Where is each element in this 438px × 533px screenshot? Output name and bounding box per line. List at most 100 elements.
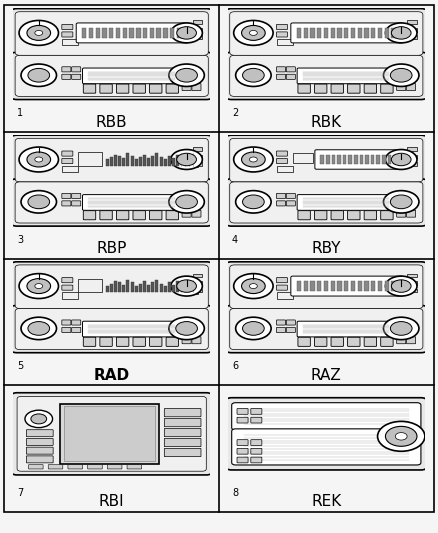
FancyBboxPatch shape xyxy=(348,84,360,93)
FancyBboxPatch shape xyxy=(117,84,129,93)
Bar xyxy=(135,159,138,166)
Text: 7: 7 xyxy=(17,488,24,498)
Circle shape xyxy=(234,147,273,172)
Bar xyxy=(123,28,127,38)
Bar xyxy=(109,28,113,38)
FancyBboxPatch shape xyxy=(72,193,81,198)
FancyBboxPatch shape xyxy=(298,211,311,220)
Circle shape xyxy=(395,433,407,440)
FancyBboxPatch shape xyxy=(117,211,129,220)
Text: 8: 8 xyxy=(232,488,238,498)
FancyBboxPatch shape xyxy=(230,55,423,96)
Circle shape xyxy=(21,317,57,340)
Text: 6: 6 xyxy=(232,361,238,372)
FancyBboxPatch shape xyxy=(10,262,213,312)
FancyBboxPatch shape xyxy=(72,327,81,333)
Circle shape xyxy=(169,64,204,86)
Bar xyxy=(168,156,171,166)
FancyBboxPatch shape xyxy=(406,337,416,344)
Bar xyxy=(357,281,362,291)
FancyBboxPatch shape xyxy=(298,337,311,346)
FancyBboxPatch shape xyxy=(15,265,208,309)
Circle shape xyxy=(385,150,417,169)
Bar xyxy=(344,28,348,38)
Bar xyxy=(63,166,78,172)
Circle shape xyxy=(390,195,412,209)
Circle shape xyxy=(392,27,411,39)
Circle shape xyxy=(21,191,57,213)
Bar xyxy=(277,292,293,298)
FancyBboxPatch shape xyxy=(331,337,343,346)
FancyBboxPatch shape xyxy=(314,337,327,346)
FancyBboxPatch shape xyxy=(297,195,395,211)
Bar xyxy=(159,157,162,166)
Bar xyxy=(147,158,150,166)
FancyBboxPatch shape xyxy=(166,337,179,346)
FancyBboxPatch shape xyxy=(100,211,112,220)
Bar xyxy=(116,28,120,38)
Bar xyxy=(407,288,417,292)
Circle shape xyxy=(378,422,425,451)
Circle shape xyxy=(384,64,419,86)
FancyBboxPatch shape xyxy=(28,465,43,469)
FancyBboxPatch shape xyxy=(62,158,73,164)
FancyBboxPatch shape xyxy=(276,158,287,164)
Circle shape xyxy=(390,321,412,335)
Text: RBK: RBK xyxy=(311,115,342,130)
Circle shape xyxy=(236,64,271,86)
Bar xyxy=(310,28,314,38)
FancyBboxPatch shape xyxy=(164,429,201,437)
Circle shape xyxy=(250,157,258,162)
FancyBboxPatch shape xyxy=(232,403,421,430)
FancyBboxPatch shape xyxy=(276,285,287,290)
Bar xyxy=(317,28,321,38)
FancyBboxPatch shape xyxy=(364,84,377,93)
FancyBboxPatch shape xyxy=(237,457,248,463)
Bar xyxy=(179,279,198,294)
FancyBboxPatch shape xyxy=(291,23,403,43)
Bar xyxy=(407,155,417,158)
FancyBboxPatch shape xyxy=(348,211,360,220)
FancyBboxPatch shape xyxy=(83,337,96,346)
FancyBboxPatch shape xyxy=(62,74,71,79)
Bar xyxy=(151,282,154,292)
Bar xyxy=(297,281,301,291)
Bar xyxy=(354,155,357,165)
FancyBboxPatch shape xyxy=(164,439,201,447)
Circle shape xyxy=(177,27,196,39)
Bar xyxy=(277,39,293,45)
Bar xyxy=(131,282,134,292)
Bar xyxy=(371,281,375,291)
Circle shape xyxy=(234,273,273,298)
Circle shape xyxy=(236,317,271,340)
Circle shape xyxy=(19,147,59,172)
Bar xyxy=(102,28,107,38)
Bar xyxy=(159,284,162,292)
Bar xyxy=(317,281,321,291)
Bar xyxy=(89,28,93,38)
Circle shape xyxy=(27,279,50,294)
Text: 5: 5 xyxy=(17,361,24,372)
Bar xyxy=(344,281,348,291)
Bar xyxy=(147,285,150,292)
Bar xyxy=(337,155,341,165)
Text: 1: 1 xyxy=(17,108,23,118)
Bar xyxy=(310,281,314,291)
FancyBboxPatch shape xyxy=(348,337,360,346)
FancyBboxPatch shape xyxy=(230,139,423,182)
Bar xyxy=(388,155,391,165)
Bar xyxy=(337,281,342,291)
Circle shape xyxy=(243,195,264,209)
Circle shape xyxy=(171,276,202,296)
FancyBboxPatch shape xyxy=(68,465,82,469)
FancyBboxPatch shape xyxy=(192,210,201,217)
Text: RAZ: RAZ xyxy=(311,368,342,383)
FancyBboxPatch shape xyxy=(164,448,201,457)
FancyBboxPatch shape xyxy=(26,430,53,437)
FancyBboxPatch shape xyxy=(230,309,423,350)
FancyBboxPatch shape xyxy=(62,151,73,156)
Bar xyxy=(114,155,117,166)
Bar xyxy=(193,20,202,24)
Bar xyxy=(118,282,121,292)
FancyBboxPatch shape xyxy=(230,182,423,223)
